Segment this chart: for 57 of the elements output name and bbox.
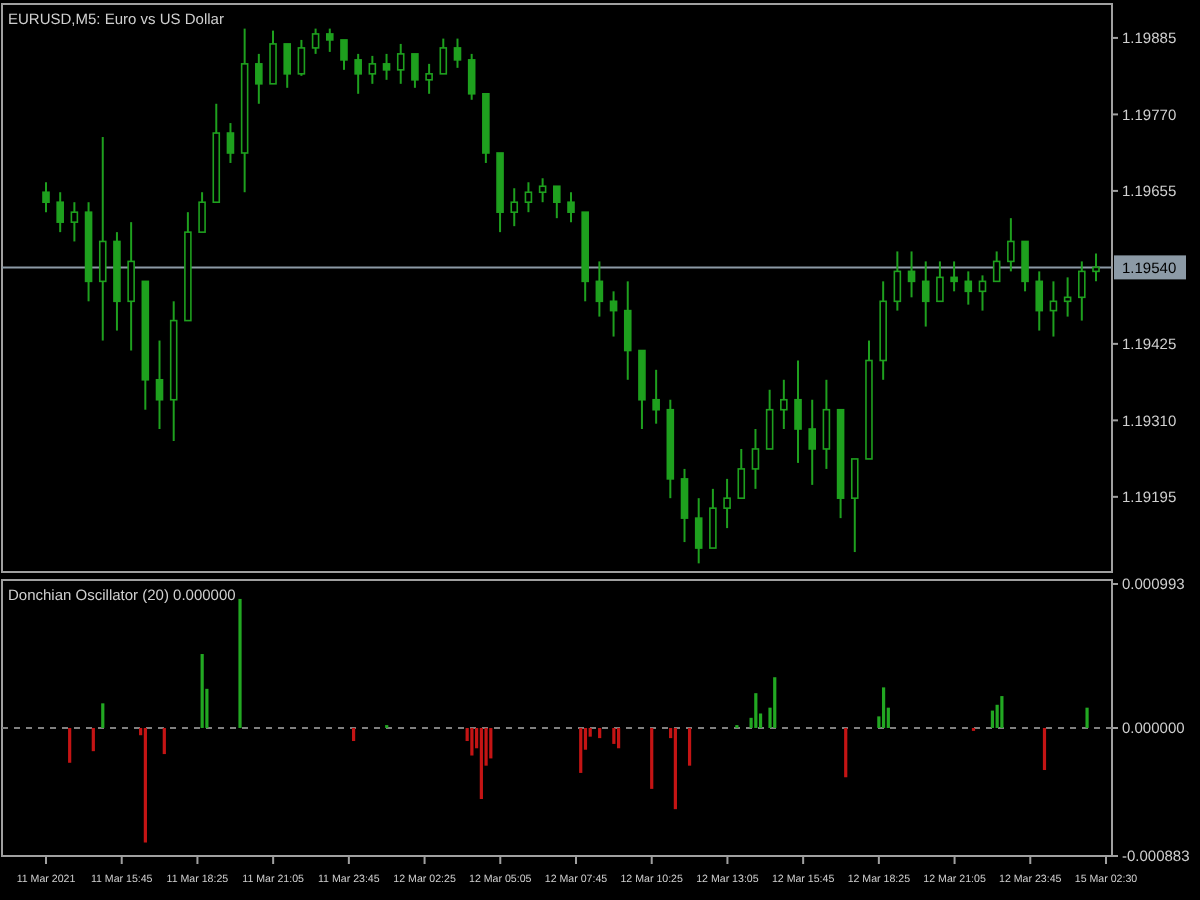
candlestick	[723, 477, 731, 530]
candlestick	[680, 467, 689, 544]
candlestick	[694, 497, 703, 565]
candlestick	[283, 42, 292, 89]
candlestick	[467, 52, 476, 101]
candlestick	[70, 201, 79, 243]
candlestick	[297, 38, 306, 77]
candlestick	[255, 52, 263, 105]
candlestick	[780, 378, 788, 430]
candlestick	[1078, 260, 1086, 322]
candlestick	[425, 62, 433, 95]
candlestick	[42, 181, 50, 214]
candlestick	[709, 487, 717, 550]
candlestick	[411, 52, 419, 89]
candlestick	[1092, 252, 1100, 283]
candlestick	[510, 187, 519, 228]
candlestick	[1035, 270, 1044, 332]
candlestick	[396, 42, 405, 85]
candlestick	[850, 457, 859, 554]
candlestick	[155, 339, 164, 430]
candlestick	[567, 191, 575, 224]
candlestick	[822, 378, 831, 470]
candlestick	[127, 221, 135, 352]
candlestick	[1007, 217, 1015, 273]
candlestick	[56, 191, 64, 234]
candlestick	[354, 52, 362, 95]
candlestick	[325, 27, 334, 53]
candlestick	[964, 270, 973, 306]
candlestick	[198, 191, 206, 234]
candlestick	[1021, 240, 1029, 293]
candlestick	[765, 388, 774, 450]
candlestick	[538, 177, 547, 204]
candlestick	[595, 260, 604, 318]
candlestick	[751, 428, 760, 490]
candlestick	[907, 250, 916, 299]
candlestick	[893, 250, 902, 312]
candlestick	[978, 274, 987, 312]
candlestick	[652, 368, 660, 425]
candlestick	[808, 398, 817, 486]
candlestick	[311, 27, 320, 55]
candlestick	[368, 54, 377, 85]
candlestick	[794, 359, 802, 464]
candlestick	[453, 37, 462, 69]
candlestick	[950, 260, 958, 293]
candlestick	[340, 38, 348, 71]
candlestick	[524, 181, 533, 214]
candlestick	[921, 260, 930, 328]
candlestick	[936, 260, 944, 303]
candlestick	[382, 52, 391, 81]
candlestick	[992, 250, 1001, 283]
candlestick	[269, 29, 277, 85]
candlestick	[553, 185, 561, 220]
candlestick	[439, 37, 448, 75]
candlestick	[98, 136, 107, 342]
candlestick	[226, 122, 235, 164]
candlestick	[737, 447, 746, 500]
candlestick	[623, 280, 632, 381]
